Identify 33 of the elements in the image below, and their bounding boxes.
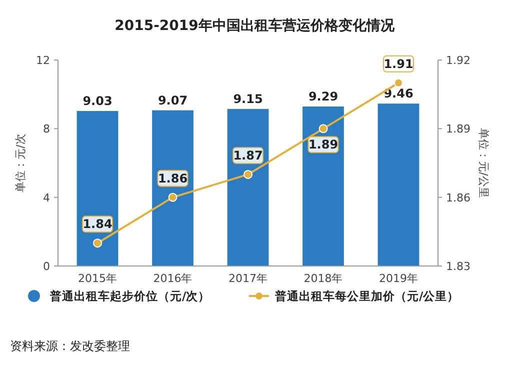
data-label: 9.29 (308, 90, 338, 104)
data-label: 1.91 (384, 56, 414, 71)
data-label: 1.89 (308, 138, 338, 152)
y-axis-title: 单位：元/次 (14, 134, 27, 192)
y-tick-label: 0 (43, 260, 50, 273)
y-tick-label: 12 (36, 54, 50, 67)
data-label: 9.15 (233, 92, 263, 106)
x-tick-label: 2019年 (378, 272, 418, 285)
data-label: 9.03 (82, 94, 112, 108)
x-tick-label: 2015年 (78, 272, 118, 285)
point (168, 192, 178, 202)
text: 资料来源：发改委整理 (10, 339, 130, 353)
y2-tick-label: 1.83 (446, 260, 470, 273)
data-label: 1.87 (233, 148, 263, 162)
legend-label: 普通出租车起步价位（元/次） (49, 289, 210, 303)
y2-axis-title: 单位：元/公里 (477, 128, 490, 198)
x-tick-label: 2016年 (153, 272, 192, 285)
y2-tick-label: 1.86 (446, 191, 470, 204)
point (394, 78, 403, 88)
y2-tick-label: 1.89 (446, 122, 470, 136)
data-label: 9.07 (158, 93, 188, 108)
point (318, 124, 328, 134)
x-tick-label: 2018年 (304, 272, 343, 285)
point (244, 170, 252, 179)
point (93, 238, 102, 248)
y-tick-label: 4 (43, 191, 50, 204)
data-label: 1.84 (82, 217, 112, 232)
chart-title: 2015-2019年中国出租车营运价格变化情况 (114, 17, 396, 34)
y-tick-label: 8 (43, 122, 50, 136)
legend-label: 普通出租车每公里加价（元/公里） (274, 289, 460, 303)
x-tick-label: 2017年 (228, 272, 268, 285)
y2-tick-label: 1.92 (446, 54, 470, 67)
data-label: 1.86 (158, 171, 188, 186)
